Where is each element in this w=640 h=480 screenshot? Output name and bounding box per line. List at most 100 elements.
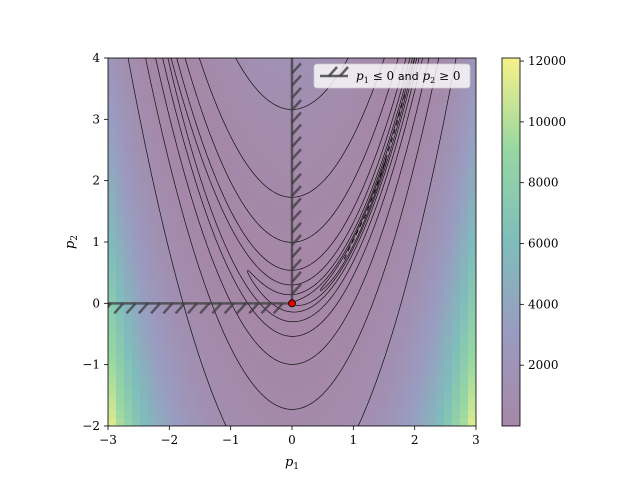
constraint-hatch	[113, 302, 125, 315]
heatmap-cell	[156, 402, 165, 411]
heatmap-cell	[140, 234, 149, 243]
heatmap-cell	[316, 338, 325, 347]
heatmap-cell	[268, 250, 277, 259]
heatmap-cell	[372, 322, 381, 331]
heatmap-cell	[108, 386, 117, 395]
heatmap-cell	[420, 418, 429, 426]
heatmap-cell	[292, 394, 301, 403]
heatmap-cell	[460, 210, 469, 219]
heatmap-cell	[252, 106, 261, 115]
heatmap-cell	[268, 322, 277, 331]
heatmap-cell	[292, 242, 301, 251]
heatmap-cell	[252, 194, 261, 203]
heatmap-cell	[188, 114, 197, 123]
heatmap-cell	[244, 66, 253, 75]
heatmap-cell	[324, 306, 333, 315]
heatmap-cell	[308, 114, 317, 123]
heatmap-cell	[284, 106, 293, 115]
heatmap-cell	[124, 314, 133, 323]
heatmap-cell	[220, 146, 229, 155]
heatmap-cell	[156, 90, 165, 99]
heatmap-cell	[452, 274, 461, 283]
heatmap-cell	[412, 410, 421, 419]
heatmap-cell	[340, 146, 349, 155]
heatmap-cell	[228, 90, 237, 99]
heatmap-cell	[276, 186, 285, 195]
heatmap-cell	[244, 218, 253, 227]
heatmap-cell	[292, 154, 301, 163]
heatmap-cell	[428, 218, 437, 227]
heatmap-cell	[116, 410, 125, 419]
heatmap-cell	[164, 354, 173, 363]
heatmap-cell	[108, 290, 117, 299]
heatmap-cell	[108, 218, 117, 227]
heatmap-cell	[108, 258, 117, 267]
heatmap-cell	[364, 130, 373, 139]
heatmap-cell	[236, 58, 245, 67]
heatmap-cell	[420, 58, 429, 67]
heatmap-cell	[348, 162, 357, 171]
heatmap-cell	[396, 298, 405, 307]
heatmap-cell	[348, 314, 357, 323]
heatmap-cell	[260, 58, 269, 67]
heatmap-cell	[316, 346, 325, 355]
heatmap-cell	[284, 362, 293, 371]
heatmap-cell	[180, 178, 189, 187]
heatmap-cell	[300, 122, 309, 131]
heatmap-cell	[148, 354, 157, 363]
heatmap-cell	[204, 234, 213, 243]
heatmap-cell	[204, 242, 213, 251]
heatmap-cell	[156, 354, 165, 363]
heatmap-cell	[196, 154, 205, 163]
heatmap-cell	[124, 250, 133, 259]
heatmap-cell	[172, 386, 181, 395]
heatmap-cell	[124, 130, 133, 139]
heatmap-cell	[460, 362, 469, 371]
heatmap-cell	[212, 154, 221, 163]
heatmap-cell	[140, 418, 149, 426]
heatmap-cell	[180, 226, 189, 235]
heatmap-cell	[332, 90, 341, 99]
heatmap-cell	[164, 306, 173, 315]
heatmap-cell	[252, 330, 261, 339]
heatmap-cell	[132, 122, 141, 131]
heatmap-cell	[364, 338, 373, 347]
heatmap-cell	[116, 58, 125, 67]
heatmap-cell	[172, 194, 181, 203]
heatmap-cell	[244, 226, 253, 235]
heatmap-cell	[180, 202, 189, 211]
heatmap-cell	[436, 146, 445, 155]
y-tick-label: 3	[92, 112, 100, 126]
heatmap-cell	[164, 314, 173, 323]
heatmap-cell	[284, 210, 293, 219]
heatmap-cell	[284, 250, 293, 259]
heatmap-cell	[452, 98, 461, 107]
constraint-hatch	[187, 302, 198, 315]
heatmap-cell	[468, 258, 476, 267]
heatmap-cell	[420, 218, 429, 227]
heatmap-cell	[116, 210, 125, 219]
heatmap-cell	[420, 226, 429, 235]
heatmap-cell	[468, 306, 476, 315]
heatmap-cell	[324, 218, 333, 227]
heatmap-cell	[164, 362, 173, 371]
heatmap-cell	[420, 306, 429, 315]
heatmap-cell	[164, 138, 173, 147]
heatmap-cell	[444, 322, 453, 331]
heatmap-cell	[348, 242, 357, 251]
heatmap-cell	[364, 370, 373, 379]
heatmap-cell	[236, 378, 245, 387]
heatmap-cell	[404, 322, 413, 331]
heatmap-cell	[116, 338, 125, 347]
heatmap-cell	[436, 170, 445, 179]
heatmap-cell	[124, 410, 133, 419]
heatmap-cell	[196, 186, 205, 195]
heatmap-cell	[444, 98, 453, 107]
heatmap-cell	[268, 98, 277, 107]
heatmap-cell	[436, 130, 445, 139]
heatmap-cell	[428, 170, 437, 179]
heatmap-cell	[196, 274, 205, 283]
heatmap-cell	[252, 322, 261, 331]
heatmap-cell	[276, 378, 285, 387]
